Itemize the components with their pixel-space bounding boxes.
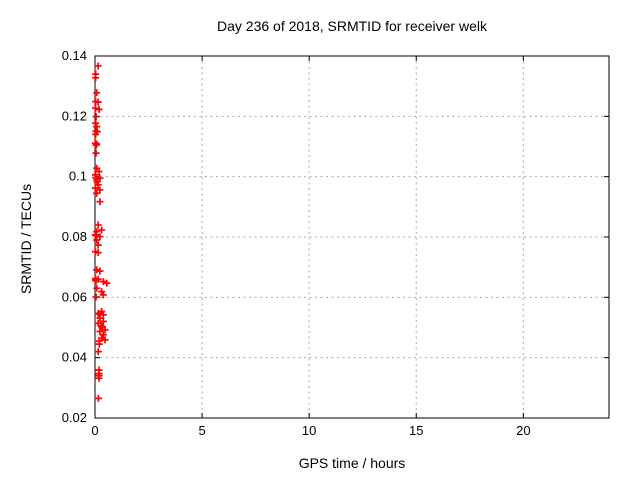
- data-point-marker: [93, 266, 101, 274]
- data-point-marker: [92, 119, 100, 127]
- data-point-marker: [92, 130, 100, 138]
- data-point-marker: [94, 221, 102, 229]
- data-point-marker: [96, 233, 104, 241]
- y-tick-label: 0.14: [62, 48, 87, 63]
- chart-title: Day 236 of 2018, SRMTID for receiver wel…: [217, 18, 487, 34]
- x-axis-label: GPS time / hours: [298, 455, 406, 471]
- data-point-marker: [96, 314, 104, 322]
- data-point-marker: [94, 249, 102, 257]
- data-point-marker: [99, 291, 107, 299]
- data-point-marker: [93, 284, 101, 292]
- y-tick-label: 0.08: [62, 229, 87, 244]
- data-point-marker: [93, 236, 101, 244]
- data-point-marker: [96, 198, 104, 206]
- data-point-marker: [96, 267, 104, 275]
- y-tick-label: 0.04: [62, 350, 87, 365]
- data-point-marker: [92, 141, 100, 149]
- y-tick-label: 0.12: [62, 108, 87, 123]
- data-point-marker: [91, 184, 99, 192]
- x-tick-label: 5: [198, 423, 205, 438]
- data-point-marker: [94, 394, 102, 402]
- data-point-marker: [92, 113, 100, 121]
- data-point-marker: [101, 336, 109, 344]
- data-point-marker: [93, 89, 101, 97]
- data-point-marker: [103, 279, 111, 287]
- data-point-marker: [95, 374, 103, 382]
- data-point-marker: [95, 105, 103, 113]
- x-tick-label: 10: [302, 423, 316, 438]
- data-point-marker: [91, 104, 99, 112]
- data-point-marker: [101, 326, 109, 334]
- y-tick-label: 0.02: [62, 410, 87, 425]
- data-point-marker: [99, 311, 107, 319]
- data-point-marker: [98, 226, 106, 234]
- data-point-marker: [94, 348, 102, 356]
- data-point-marker: [96, 327, 104, 335]
- data-point-marker: [92, 293, 100, 301]
- data-point-marker: [99, 317, 107, 325]
- data-point-marker: [92, 149, 100, 157]
- data-point-marker: [95, 168, 103, 176]
- data-point-marker: [96, 186, 104, 194]
- data-point-marker: [92, 277, 100, 285]
- y-tick-label: 0.06: [62, 289, 87, 304]
- data-point-marker: [93, 189, 101, 197]
- data-point-marker: [92, 74, 100, 82]
- x-tick-label: 15: [409, 423, 423, 438]
- data-point-marker: [95, 340, 103, 348]
- data-point-marker: [94, 241, 102, 249]
- data-point-marker: [94, 62, 102, 70]
- y-tick-label: 0.1: [69, 169, 87, 184]
- x-tick-label: 20: [516, 423, 530, 438]
- x-tick-label: 0: [91, 423, 98, 438]
- data-point-marker: [94, 98, 102, 106]
